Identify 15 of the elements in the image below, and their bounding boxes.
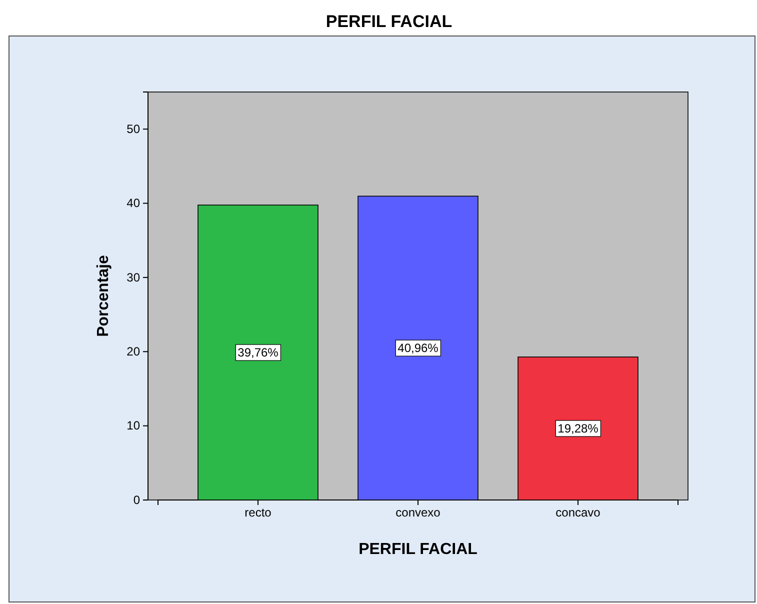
- x-axis-title: PERFIL FACIAL: [358, 541, 478, 558]
- y-tick-label: 10: [126, 418, 140, 433]
- data-label: 39,76%: [238, 346, 279, 360]
- y-axis-title: Porcentaje: [95, 254, 112, 337]
- chart-title: PERFIL FACIAL: [326, 12, 452, 31]
- y-tick-label: 20: [126, 344, 140, 358]
- x-tick-label: concavo: [556, 506, 601, 520]
- data-label: 40,96%: [398, 341, 439, 356]
- x-tick-label: recto: [244, 506, 272, 520]
- data-label: 19,28%: [558, 421, 599, 436]
- x-tick-label: convexo: [396, 506, 441, 520]
- y-tick-label: 50: [126, 122, 140, 136]
- y-tick-label: 40: [126, 196, 140, 210]
- y-tick-label: 30: [126, 270, 140, 284]
- y-tick-label: 0: [133, 492, 140, 507]
